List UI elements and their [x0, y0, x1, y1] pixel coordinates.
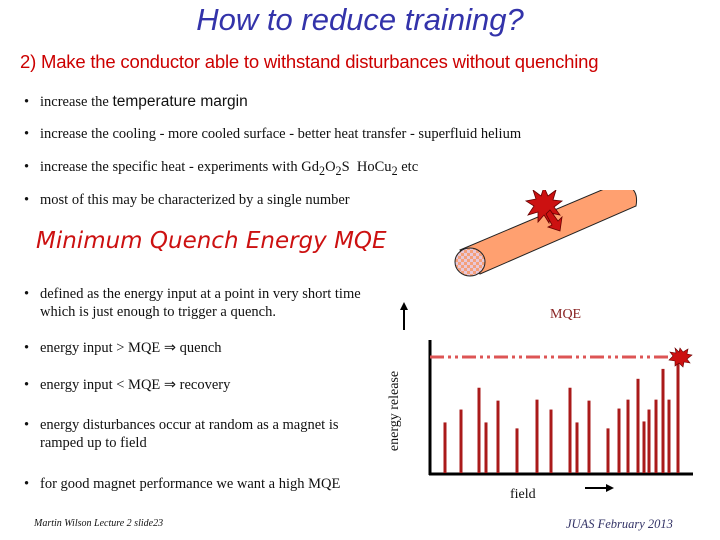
- energy-bar: [606, 428, 610, 473]
- mqe-heading: Minimum Quench Energy MQE: [36, 228, 387, 254]
- energy-bar: [535, 399, 539, 473]
- footer-author: Martin Wilson Lecture 2 slide23: [34, 518, 164, 529]
- energy-bar: [626, 399, 630, 473]
- energy-bar: [549, 409, 553, 473]
- energy-bar: [642, 421, 646, 473]
- energy-bar: [654, 399, 658, 473]
- y-axis-label: energy release: [387, 370, 402, 452]
- bullet-quench: • energy input > MQE ⇒ quench: [24, 340, 222, 356]
- energy-bar: [477, 387, 481, 473]
- quench-starburst-icon: [668, 347, 693, 368]
- energy-bar: [443, 422, 447, 473]
- bullet-high-mqe: • for good magnet performance we want a h…: [24, 476, 341, 492]
- conductor-illustration: [454, 190, 638, 277]
- energy-bar: [484, 422, 488, 473]
- bullet-temperature-margin: • increase the temperature margin: [24, 93, 248, 110]
- energy-bar: [647, 409, 651, 473]
- slide-subtitle: 2) Make the conductor able to withstand …: [20, 51, 599, 72]
- bullet-mqe-definition: • defined as the energy input at a point …: [24, 286, 361, 320]
- bullet-single-number: • most of this may be characterized by a …: [24, 192, 350, 208]
- energy-bar: [587, 400, 591, 473]
- bullet-specific-heat: • increase the specific heat - experiment…: [24, 159, 419, 178]
- slide-title: How to reduce training?: [196, 2, 524, 37]
- energy-bar: [568, 387, 572, 473]
- footer-date: JUAS February 2013: [566, 517, 673, 531]
- bullet-cooling: • increase the cooling - more cooled surf…: [24, 126, 522, 142]
- conductor-rod: [454, 190, 638, 277]
- energy-bar: [676, 361, 680, 473]
- energy-bar: [617, 408, 621, 473]
- energy-bar: [575, 422, 579, 473]
- energy-bar: [667, 399, 671, 473]
- arrow-down-icon: [545, 209, 563, 232]
- arrow-up-icon: [400, 302, 408, 330]
- mqe-threshold-label: MQE: [550, 307, 582, 322]
- bullet-random-disturbances: • energy disturbances occur at random as …: [24, 417, 339, 451]
- energy-bar: [496, 400, 500, 473]
- energy-bar: [636, 378, 640, 473]
- starburst-icon: [524, 190, 564, 232]
- energy-bars: [443, 361, 680, 473]
- bullet-recovery: • energy input < MQE ⇒ recovery: [24, 377, 231, 393]
- energy-bar: [661, 368, 665, 473]
- energy-bar: [459, 409, 463, 473]
- x-axis-label: field: [510, 487, 536, 502]
- energy-bar: [515, 428, 519, 473]
